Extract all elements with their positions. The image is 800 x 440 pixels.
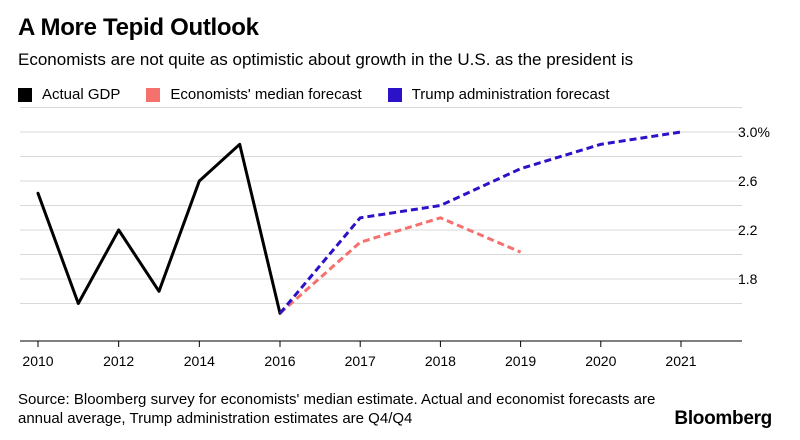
y-tick-label: 2.6: [738, 173, 758, 189]
y-tick-label: 2.2: [738, 222, 758, 238]
x-tick-label: 2014: [184, 353, 215, 369]
series-lines: [36, 130, 682, 315]
legend-label-economists: Economists' median forecast: [170, 86, 362, 103]
x-tick-label: 2016: [264, 353, 295, 369]
axes: 3.0% 2.6 2.2 1.8 2010 2012 2014 2016 2017 2018 201…: [20, 124, 770, 369]
legend-swatch-actual: [18, 87, 32, 102]
series-line-trump-forecast: [278, 130, 682, 315]
legend-item-actual: Actual GDP: [18, 86, 120, 103]
x-tick-label: 2012: [103, 353, 134, 369]
legend-item-economists: Economists' median forecast: [146, 86, 362, 103]
x-tick-label: 2020: [585, 353, 616, 369]
legend-swatch-trump: [387, 87, 402, 102]
chart-title: A More Tepid Outlook: [18, 14, 259, 41]
x-tick-label: 2017: [345, 353, 376, 369]
y-tick-label: 1.8: [738, 271, 758, 287]
legend-swatch-economists: [146, 87, 161, 102]
legend-label-actual: Actual GDP: [42, 86, 121, 103]
x-tick-label: 2018: [425, 353, 456, 369]
legend-label-trump: Trump administration forecast: [411, 86, 610, 103]
source-note: Source: Bloomberg survey for economists'…: [18, 391, 656, 427]
series-line-actual-gdp: [36, 142, 282, 315]
chart-subtitle: Economists are not quite as optimistic a…: [18, 50, 634, 69]
legend: Actual GDP Economists' median forecast T…: [18, 86, 636, 103]
series-line-economists-forecast: [279, 216, 522, 315]
y-tick-label: 3.0%: [738, 124, 770, 140]
x-tick-label: 2019: [505, 353, 536, 369]
gridlines: [20, 107, 742, 304]
x-tick-label: 2021: [665, 353, 696, 369]
legend-item-trump: Trump administration forecast: [387, 86, 610, 103]
x-tick-label: 2010: [22, 353, 53, 369]
brand-logo: Bloomberg: [674, 408, 772, 429]
